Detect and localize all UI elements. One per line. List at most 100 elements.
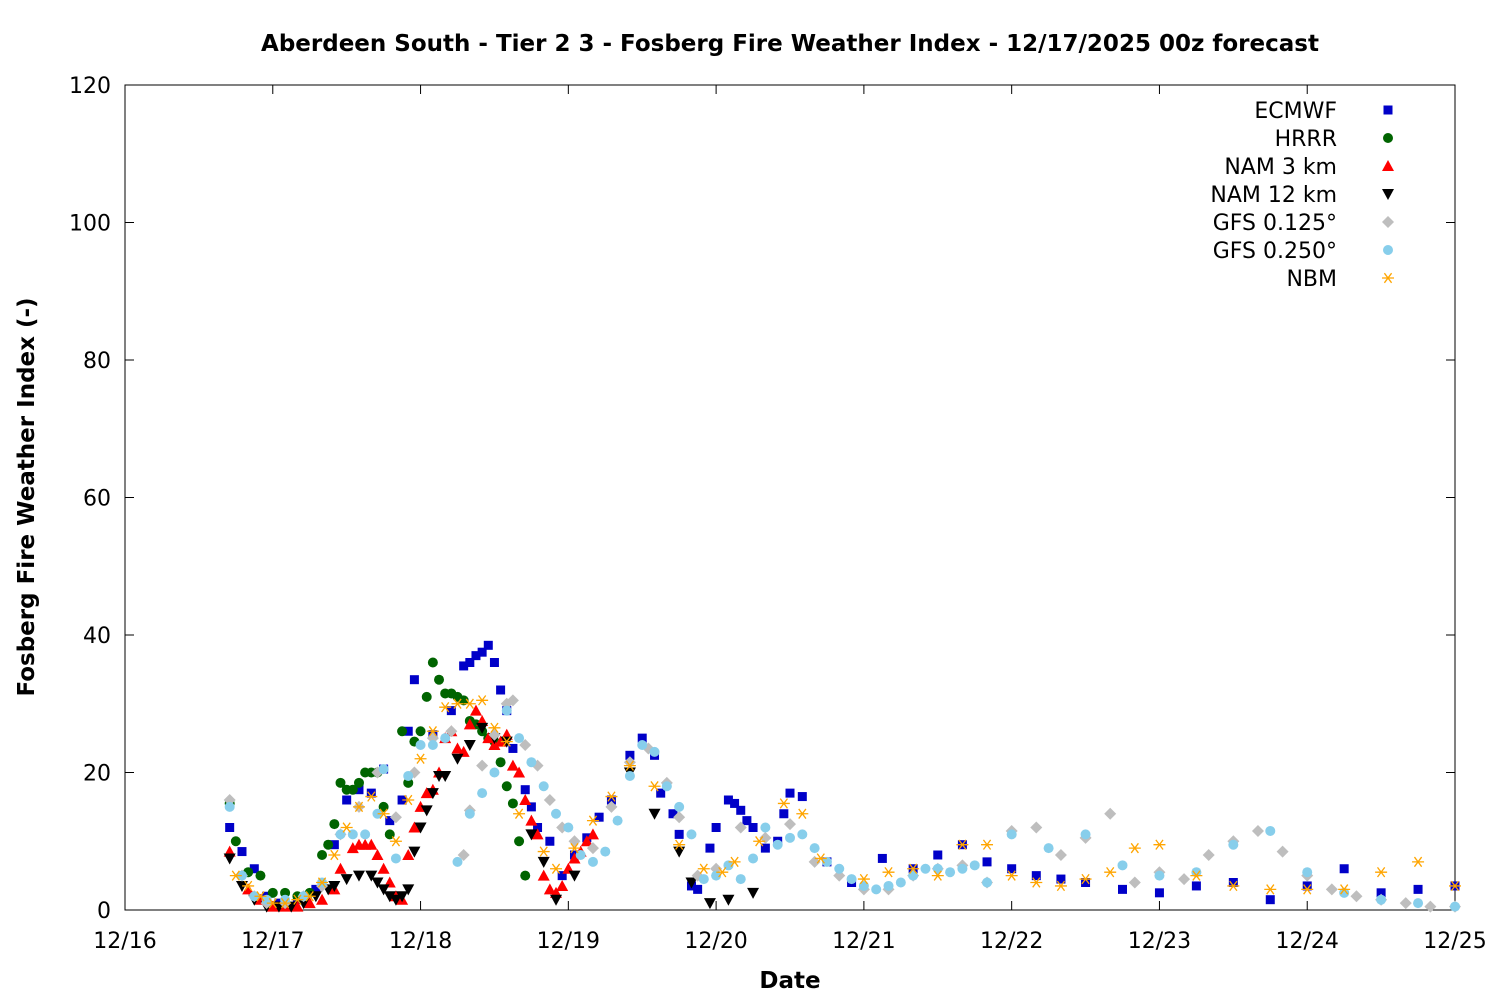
data-point-gfs-0-250 (1450, 901, 1460, 912)
data-point-nbm (716, 866, 729, 878)
data-point-ecmwf (606, 795, 616, 805)
data-point-nbm (1079, 873, 1092, 885)
data-point-ecmwf (656, 788, 666, 798)
data-point-gfs-0-250 (932, 863, 943, 874)
x-tick-label: 12/16 (93, 929, 156, 954)
data-point-gfs-0-125 (1276, 845, 1289, 858)
data-point-nbm (426, 726, 439, 737)
data-point-gfs-0-125 (1128, 876, 1141, 889)
data-point-ecmwf (1031, 871, 1041, 881)
data-point-gfs-0-125 (506, 694, 519, 707)
data-point-hrrr (317, 850, 328, 860)
data-point-nbm (352, 801, 365, 813)
y-tick-label: 100 (69, 212, 111, 237)
data-point-gfs-0-250 (538, 781, 549, 792)
data-point-nbm (1375, 866, 1388, 878)
data-point-ecmwf (705, 843, 715, 853)
data-point-nam-3-km (371, 849, 384, 860)
data-point-hrrr (335, 777, 346, 788)
data-point-nbm (777, 798, 790, 809)
data-point-nbm (697, 863, 710, 874)
data-point-gfs-0-250 (452, 856, 463, 867)
data-point-nbm (291, 894, 304, 905)
data-point-gfs-0-250 (390, 853, 401, 864)
data-point-nam-3-km (506, 759, 519, 771)
data-point-gfs-0-250 (249, 891, 260, 902)
data-point-gfs-0-250 (378, 764, 389, 775)
data-point-nbm (814, 853, 827, 864)
data-point-gfs-0-250 (1413, 898, 1424, 909)
data-point-ecmwf (366, 788, 376, 798)
data-point-gfs-0-250 (1228, 839, 1239, 850)
legend: ECMWF HRRR NAM 3 km NAM 12 km GFS 0.125° GFS … (1210, 99, 1394, 292)
data-point-nam-12-km (648, 808, 661, 820)
data-point-nam-3-km (303, 897, 316, 909)
data-point-nam-3-km (519, 794, 532, 805)
data-point-nbm (981, 839, 994, 850)
data-point-ecmwf (489, 658, 499, 667)
data-point-nbm (1030, 877, 1043, 888)
data-point-nam-12-km (463, 740, 476, 751)
data-point-ecmwf (1154, 888, 1164, 898)
data-point-nbm (513, 808, 526, 819)
data-point-nbm (1054, 880, 1067, 892)
data-point-ecmwf (342, 795, 352, 805)
data-point-nbm (1128, 842, 1141, 854)
data-point-gfs-0-125 (586, 842, 599, 855)
data-point-nbm (907, 863, 920, 874)
data-point-gfs-0-250 (514, 733, 525, 744)
data-point-nam-12-km (389, 894, 402, 906)
legend-marker-nbm (1382, 272, 1394, 284)
data-point-nam-12-km (340, 874, 353, 886)
legend-label-ecmwf: ECMWF (1254, 99, 1337, 124)
data-point-nam-3-km (463, 718, 476, 730)
series-nam-12-km (223, 722, 760, 913)
y-axis-label: Fosberg Fire Weather Index (-) (14, 297, 40, 696)
data-point-hrrr (501, 781, 512, 792)
data-point-ecmwf (520, 785, 530, 795)
data-point-ecmwf (1118, 884, 1127, 894)
legend-marker-nam-3-km (1382, 160, 1394, 171)
data-point-ecmwf (933, 850, 943, 860)
data-point-nam-3-km (494, 735, 507, 747)
x-tick-label: 12/21 (832, 929, 895, 954)
data-point-gfs-0-250 (982, 877, 993, 888)
data-point-nam-12-km (439, 770, 452, 782)
data-point-nam-12-km (309, 891, 322, 903)
data-point-gfs-0-250 (661, 781, 672, 792)
data-point-nbm (254, 891, 267, 902)
data-point-nam-12-km (722, 894, 735, 906)
data-point-nam-12-km (426, 788, 439, 800)
data-point-hrrr (230, 836, 241, 847)
data-point-nam-3-km (365, 838, 378, 850)
data-point-nbm (1264, 884, 1277, 895)
data-point-gfs-0-250 (624, 770, 635, 781)
data-point-gfs-0-125 (1030, 821, 1043, 834)
data-point-nam-3-km (543, 883, 556, 895)
data-point-gfs-0-250 (298, 891, 309, 902)
data-point-nam-12-km (537, 856, 550, 868)
data-point-ecmwf (1376, 888, 1386, 898)
data-point-nam-3-km (586, 828, 599, 840)
data-point-gfs-0-125 (1350, 890, 1363, 903)
data-point-gfs-0-250 (735, 874, 746, 885)
data-point-nbm (1449, 880, 1461, 892)
data-point-nam-12-km (685, 877, 698, 889)
data-point-hrrr (347, 784, 358, 795)
data-point-ecmwf (1056, 874, 1066, 884)
data-point-gfs-0-125 (1399, 897, 1412, 910)
data-point-hrrr (267, 887, 278, 898)
data-point-nbm (857, 873, 870, 885)
data-point-hrrr (323, 839, 334, 850)
data-point-nbm (728, 856, 741, 868)
data-point-nbm (303, 891, 316, 902)
data-point-gfs-0-250 (871, 884, 882, 895)
data-point-hrrr (329, 819, 340, 830)
data-point-gfs-0-250 (1191, 867, 1202, 878)
data-point-nbm (568, 842, 581, 854)
data-point-hrrr (397, 726, 408, 737)
data-point-hrrr (421, 691, 432, 702)
data-point-gfs-0-250 (1265, 825, 1276, 836)
data-point-nbm (488, 722, 501, 734)
